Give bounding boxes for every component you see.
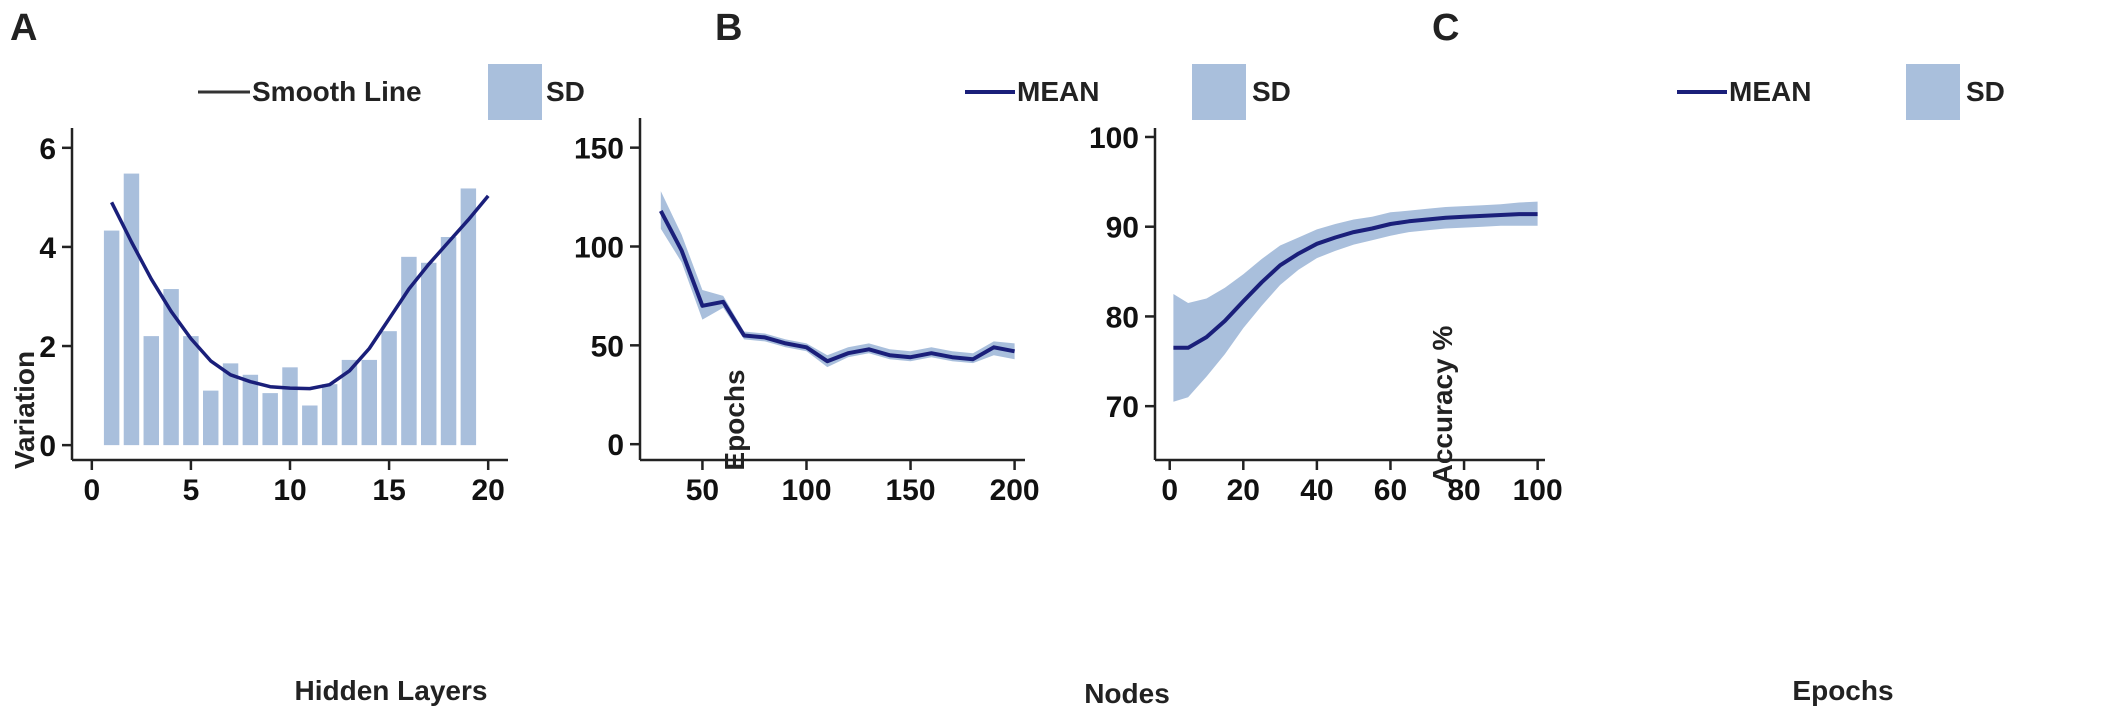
sd-bar [401, 256, 417, 446]
sd-bar [242, 374, 259, 446]
x-tick-label: 0 [83, 474, 100, 507]
y-tick-label: 2 [39, 331, 56, 364]
x-tick-label: 80 [1447, 474, 1480, 507]
y-tick-label: 100 [1089, 122, 1139, 155]
legend-mean-label: MEAN [1017, 76, 1099, 107]
y-tick-label: 100 [574, 231, 624, 264]
panel-c-ylabel: Accuracy % [1427, 326, 1458, 485]
sd-bar [202, 390, 219, 446]
sd-bar [103, 230, 120, 446]
sd-bar [282, 367, 298, 446]
sd-bar [123, 173, 140, 446]
legend-sd-swatch [1192, 64, 1246, 120]
plot-c: 0 20 40 60 80 100 70 80 90 100 [1089, 122, 1563, 507]
panel-b-xlabel: Nodes [1084, 678, 1170, 709]
sd-bar [222, 363, 239, 446]
y-tick-label: 50 [591, 330, 624, 363]
mean-line [1173, 212, 1538, 350]
x-tick-label: 100 [781, 474, 831, 507]
y-tick-label: 90 [1106, 212, 1139, 245]
panel-c-xlabel: Epochs [1792, 675, 1893, 706]
sd-bar [381, 331, 397, 446]
sd-band [1173, 201, 1538, 402]
y-tick-label: 4 [39, 232, 56, 265]
panel-a-letter: A [10, 7, 37, 49]
sd-band [660, 191, 1015, 368]
x-tick-label: 200 [990, 474, 1040, 507]
y-tick-label: 80 [1106, 301, 1139, 334]
panel-b-ylabel: Epochs [719, 369, 750, 470]
sd-bar [341, 359, 358, 446]
x-tick-label: 50 [686, 474, 719, 507]
x-tick-label: 60 [1374, 474, 1407, 507]
y-tick-label: 70 [1106, 391, 1139, 424]
panel-a-legend: Smooth Line SD [198, 64, 585, 120]
legend-sd-swatch [488, 64, 542, 120]
panel-a-xlabel: Hidden Layers [295, 675, 488, 706]
sd-bars [103, 173, 477, 446]
plot-b: 50 100 150 200 0 50 100 150 [574, 118, 1040, 507]
legend-mean-label: MEAN [1729, 76, 1811, 107]
y-tick-label: 0 [607, 429, 624, 462]
panel-c-legend: MEAN SD [1677, 64, 2005, 120]
sd-bar [183, 336, 199, 446]
panel-c: C MEAN SD 0 20 40 60 80 100 70 80 90 100 Epochs A… [1089, 7, 2005, 706]
panel-a-ylabel: Variation [9, 351, 40, 469]
x-tick-label: 20 [1227, 474, 1260, 507]
sd-bar [302, 405, 318, 446]
x-tick-label: 5 [183, 474, 200, 507]
smooth-line [110, 194, 490, 391]
panel-b-legend: MEAN SD [965, 64, 1291, 120]
y-tick-label: 6 [39, 133, 56, 166]
x-tick-label: 150 [886, 474, 936, 507]
y-tick-label: 0 [39, 430, 56, 463]
x-tick-label: 0 [1161, 474, 1178, 507]
sd-bar [420, 262, 437, 446]
panel-a: A Smooth Line SD 0 5 10 15 20 0 2 4 6 Hidden Lay… [9, 7, 585, 706]
panel-c-letter: C [1432, 7, 1459, 49]
legend-sd-label: SD [1252, 76, 1291, 107]
sd-bar [262, 393, 278, 446]
sd-bar [460, 188, 477, 446]
legend-sd-swatch [1906, 64, 1960, 120]
panel-b-letter: B [715, 7, 742, 49]
plot-a: 0 5 10 15 20 0 2 4 6 [39, 128, 508, 507]
sd-bar [143, 336, 160, 446]
mean-line [659, 209, 1015, 364]
legend-sd-label: SD [546, 76, 585, 107]
x-tick-label: 15 [372, 474, 405, 507]
sd-bar [163, 289, 179, 446]
x-tick-label: 40 [1300, 474, 1333, 507]
y-tick-label: 150 [574, 133, 624, 166]
sd-bar [321, 384, 338, 446]
sd-bar [361, 359, 378, 446]
legend-sd-label: SD [1966, 76, 2005, 107]
x-tick-label: 10 [273, 474, 306, 507]
x-tick-label: 20 [471, 474, 504, 507]
x-tick-label: 100 [1513, 474, 1563, 507]
sd-bar [440, 237, 457, 446]
legend-smooth-line-label: Smooth Line [252, 76, 422, 107]
